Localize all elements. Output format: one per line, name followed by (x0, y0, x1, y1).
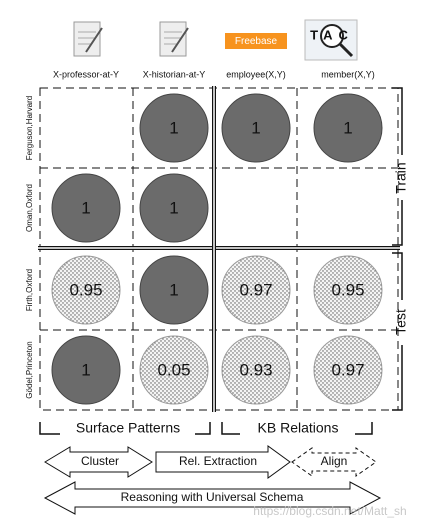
arrow-label: Cluster (81, 454, 119, 468)
predicted-circle (313, 255, 383, 325)
observed-circle (51, 173, 121, 243)
logo-text: TAC (310, 27, 354, 42)
predicted-circle (139, 335, 209, 405)
cell-value: 0.97 (239, 280, 272, 299)
column-label: member(X,Y) (321, 69, 375, 79)
cell-value: 0.95 (69, 280, 102, 299)
cell-value: 0.05 (157, 360, 190, 379)
arrow-label: Rel. Extraction (179, 454, 257, 468)
observed-circle (313, 93, 383, 163)
column-label: X-professor-at-Y (53, 69, 119, 79)
row-label: Oman,Oxford (25, 184, 34, 232)
document-icon (73, 21, 103, 57)
predicted-circle (221, 335, 291, 405)
tac-logo: TAC (304, 19, 358, 61)
cell-value: 0.93 (239, 360, 272, 379)
section-label: Train (393, 162, 409, 193)
arrow-label: Align (321, 454, 348, 468)
section-label: Surface Patterns (76, 420, 180, 436)
predicted-circle (313, 335, 383, 405)
logo-text: Freebase (235, 36, 278, 47)
cell-value: 1 (169, 118, 178, 137)
predicted-circle (221, 255, 291, 325)
column-label: X-historian-at-Y (143, 69, 206, 79)
observed-circle (51, 335, 121, 405)
document-icon (159, 21, 189, 57)
cell-value: 1 (81, 360, 90, 379)
column-label: employee(X,Y) (226, 69, 286, 79)
row-label: Ferguson,Harvard (25, 96, 34, 160)
predicted-circle (51, 255, 121, 325)
row-label: Firth,Oxford (25, 269, 34, 311)
arrow (43, 481, 382, 515)
cell-value: 0.97 (331, 360, 364, 379)
section-label: Test (393, 309, 409, 335)
observed-circle (139, 255, 209, 325)
section-label: KB Relations (258, 420, 339, 436)
row-label: Gödel,Princeton (25, 341, 34, 398)
cell-value: 0.95 (331, 280, 364, 299)
cell-value: 1 (169, 198, 178, 217)
cell-value: 1 (343, 118, 352, 137)
arrow (291, 447, 377, 477)
cell-value: 1 (81, 198, 90, 217)
arrow-label: Reasoning with Universal Schema (121, 490, 304, 504)
matrix-frame (38, 86, 400, 412)
freebase-logo: Freebase (225, 33, 287, 49)
watermark: https://blog.csdn.net/Matt_sh (253, 504, 406, 518)
observed-circle (139, 173, 209, 243)
observed-circle (221, 93, 291, 163)
arrow (44, 446, 153, 478)
bracket (39, 87, 403, 435)
cell-value: 1 (169, 280, 178, 299)
cell-value: 1 (251, 118, 260, 137)
observed-circle (139, 93, 209, 163)
arrow (155, 445, 291, 479)
